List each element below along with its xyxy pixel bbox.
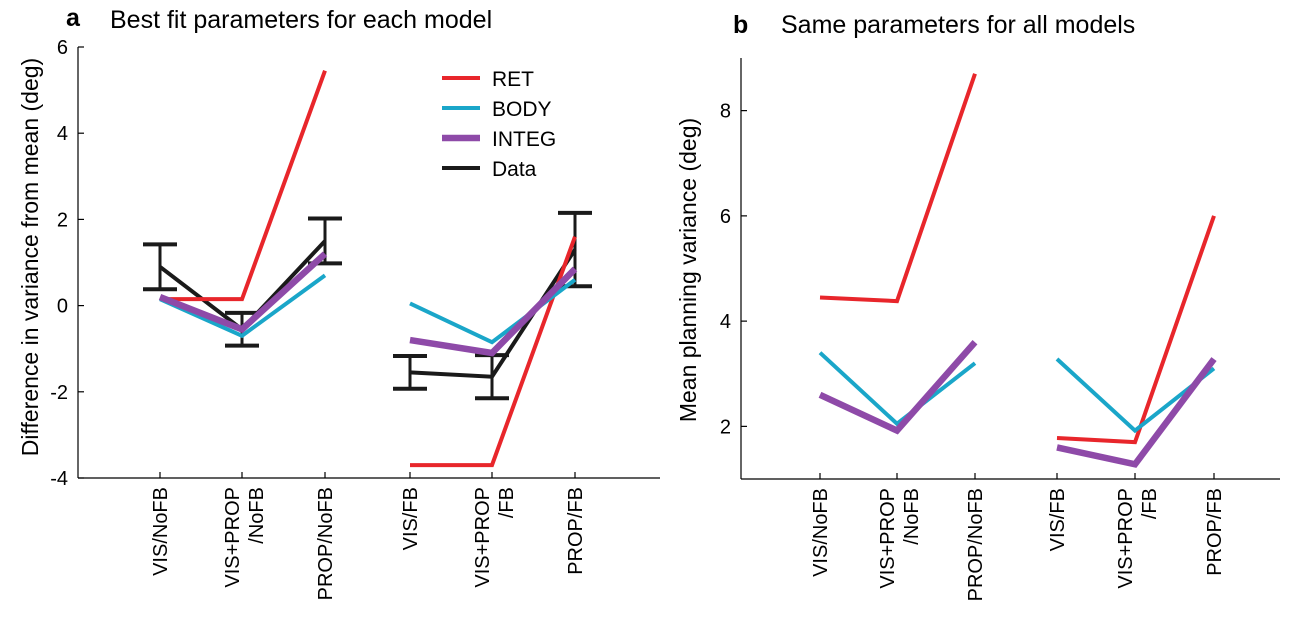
x-tick-label: VIS/FB: [400, 487, 422, 550]
y-tick-label: 6: [57, 37, 68, 59]
x-tick-label: VIS+PROP: [877, 488, 899, 589]
panel-a-letter: a: [66, 4, 81, 32]
legend-ret-label: RET: [492, 68, 534, 91]
panel-a-series: [143, 70, 592, 468]
x-tick-label: VIS/NoFB: [150, 487, 172, 576]
x-tick-label: VIS+PROP: [472, 487, 494, 588]
x-tick-label: PROP/FB: [565, 487, 587, 575]
series-integ-line-group-2: [409, 266, 578, 357]
series-ret-line-group-1: [819, 73, 977, 304]
panel-a-axes: -4 -2 0 2 4 6 VIS/NoFB VIS+PROP/NoFB PROP/NoFB VI…: [50, 37, 660, 600]
legend-integ-label: INTEG: [492, 128, 556, 151]
series-ret-line-group-1: [160, 70, 327, 302]
panel-b-axes: 2 4 6 8 VIS/NoFB VIS+PROP/NoFB PROP/NoFB VIS/FB…: [720, 58, 1280, 601]
x-tick-label: VIS/FB: [1047, 488, 1069, 551]
panel-a-title: Best fit parameters for each model: [110, 6, 492, 34]
x-tick-label: PROP/FB: [1204, 488, 1226, 576]
y-tick-label: 0: [57, 296, 68, 318]
panel-b-series: [818, 73, 1217, 468]
panel-a-legend: RET BODY INTEG Data: [442, 68, 556, 181]
x-tick-label-line2: /NoFB: [246, 487, 268, 544]
x-tick-label: PROP/NoFB: [315, 487, 337, 600]
y-tick-label: 6: [720, 206, 731, 228]
series-ret-line-group-2: [410, 235, 577, 468]
panel-b: b Same parameters for all models Mean pl…: [675, 11, 1280, 601]
y-tick-label: 4: [57, 123, 68, 145]
panel-a-ylabel: Difference in variance from mean (deg): [17, 58, 43, 456]
x-tick-label: VIS+PROP: [1115, 488, 1137, 589]
y-tick-label: -2: [50, 382, 68, 404]
x-tick-label: VIS+PROP: [222, 487, 244, 588]
panel-b-title: Same parameters for all models: [781, 11, 1135, 39]
legend-data-label: Data: [492, 158, 537, 181]
x-tick-label: PROP/NoFB: [965, 488, 987, 601]
y-tick-label: 2: [720, 416, 731, 438]
x-tick-label-line2: /NoFB: [901, 488, 923, 545]
series-body-line-group-1: [818, 351, 977, 427]
series-integ-line-group-2: [1056, 357, 1217, 468]
panel-a: a Best fit parameters for each model Dif…: [17, 4, 660, 600]
x-tick-label-line2: /FB: [1139, 488, 1161, 519]
series-integ-line-group-1: [158, 251, 328, 334]
panel-b-ylabel: Mean planning variance (deg): [675, 118, 701, 422]
series-integ-line-group-1: [818, 340, 978, 435]
y-tick-label: 8: [720, 101, 731, 123]
legend-body-label: BODY: [492, 98, 552, 121]
series-body-line-group-1: [159, 273, 327, 339]
y-tick-label: 4: [720, 311, 731, 333]
x-tick-label: VIS/NoFB: [810, 488, 832, 577]
y-tick-label: 2: [57, 209, 68, 231]
y-tick-label: -4: [50, 468, 68, 490]
panel-b-letter: b: [733, 11, 748, 39]
series-ret-line-group-2: [1056, 215, 1216, 445]
x-tick-label-line2: /FB: [496, 487, 518, 518]
